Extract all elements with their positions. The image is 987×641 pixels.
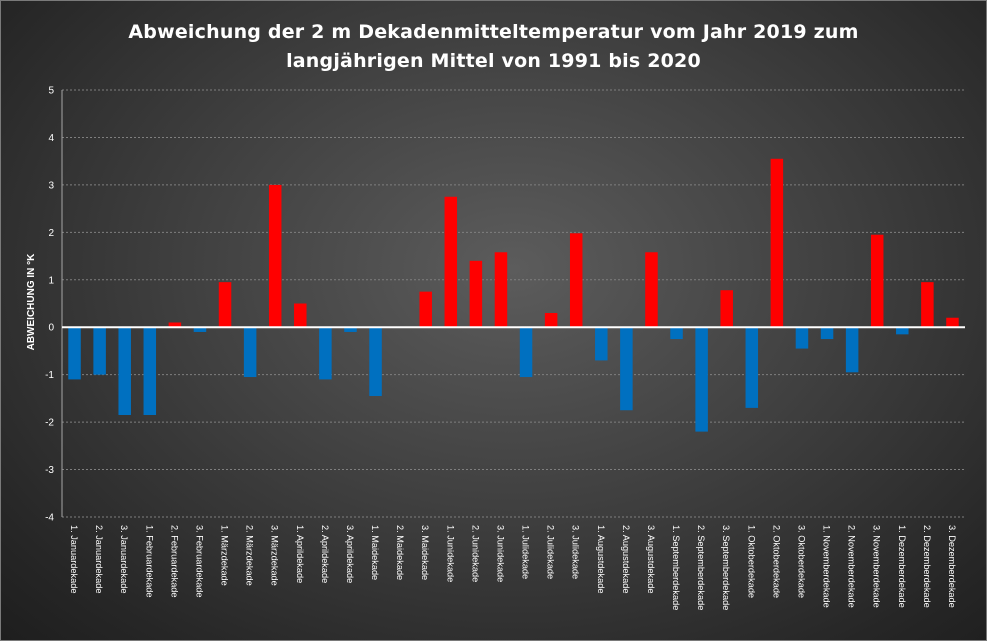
bar	[645, 252, 658, 328]
x-tick-label: 1. Maidekade	[370, 525, 380, 580]
bar	[745, 327, 759, 408]
bar	[595, 327, 608, 361]
y-tick-label: 3	[48, 180, 54, 191]
x-tick-label: 3. Februardekade	[194, 525, 204, 598]
bar	[670, 327, 683, 340]
bar	[946, 317, 959, 328]
x-tick-label: 3. Märzdekade	[270, 525, 280, 586]
bar	[419, 291, 432, 328]
bar	[569, 233, 583, 328]
x-tick-label: 2. Novemberdekade	[847, 525, 857, 608]
bar	[218, 282, 232, 328]
bar	[68, 327, 81, 380]
y-tick-label: 0	[48, 323, 54, 334]
bar	[444, 196, 458, 328]
y-tick-label: -1	[45, 370, 54, 381]
bar	[143, 327, 157, 415]
x-tick-label: 3. Oktoberdekade	[796, 525, 806, 598]
bar	[620, 327, 633, 411]
x-tick-label: 2. Aprildekade	[320, 525, 330, 583]
chart-title-line-1: Abweichung der 2 m Dekadenmitteltemperat…	[128, 21, 859, 43]
x-tick-label: 1. Januardekade	[69, 525, 79, 593]
bars	[68, 158, 959, 432]
axes: 5 4 3 2 1 0 -1 -2 -3 -4 1. Januardekade 2. Januarde…	[45, 86, 965, 610]
x-tick-label: 2. Oktoberdekade	[771, 525, 781, 598]
bar	[820, 327, 834, 340]
y-tick-label: 4	[48, 133, 54, 144]
bar	[344, 327, 357, 332]
x-tick-label: 3. Maidekade	[420, 525, 430, 580]
x-tick-label: 2. Januardekade	[94, 525, 104, 593]
bar	[319, 327, 332, 380]
bar	[695, 327, 708, 432]
y-axis-label: ABWEICHUNG IN °K	[26, 253, 37, 351]
x-tick-label: 3. Dezemberdekade	[947, 525, 957, 608]
bar	[870, 234, 884, 328]
x-tick-label: 1. Julidekade	[521, 525, 531, 579]
bar	[294, 303, 307, 328]
bar	[369, 327, 382, 397]
x-tick-label: 2. Junidekade	[470, 525, 480, 582]
x-tick-label: 3. Septemberdekade	[721, 525, 731, 610]
bar	[193, 327, 207, 332]
x-tick-label: 1. Septemberdekade	[671, 525, 681, 610]
x-tick-label: 3. Januardekade	[119, 525, 129, 593]
x-tick-label: 3. Aprildekade	[345, 525, 355, 583]
chart-title: Abweichung der 2 m Dekadenmitteltemperat…	[0, 18, 987, 76]
x-tick-label: 1. Junidekade	[445, 525, 455, 582]
x-tick-label: 1. Dezemberdekade	[897, 525, 907, 608]
x-tick-label: 1. Märzdekade	[220, 525, 230, 586]
x-tick-label: 2. Maidekade	[395, 525, 405, 580]
x-tick-label: 3. Novemberdekade	[872, 525, 882, 608]
y-tick-label: -2	[45, 418, 54, 429]
y-tick-label: -3	[45, 465, 54, 476]
x-tick-label: 2. Augustdekade	[621, 525, 631, 593]
x-tick-label: 2. Septemberdekade	[696, 525, 706, 610]
x-tick-label: 1. Oktoberdekade	[746, 525, 756, 598]
bar	[896, 327, 909, 335]
gridlines	[62, 89, 965, 518]
y-tick-label: 1	[48, 275, 54, 286]
bar	[720, 290, 733, 328]
x-tick-label: 1. Novemberdekade	[822, 525, 832, 608]
bar	[770, 158, 784, 328]
bar	[845, 327, 859, 373]
x-tick-label: 3. Augustdekade	[646, 525, 656, 593]
x-tick-label: 2. Julidekade	[546, 525, 556, 579]
bar	[168, 322, 182, 328]
bar	[795, 327, 809, 349]
bar	[494, 252, 508, 328]
x-tick-label: 1. Augustdekade	[596, 525, 606, 593]
chart-title-line-2: langjährigen Mittel von 1991 bis 2020	[286, 50, 701, 72]
bar	[243, 327, 257, 378]
bar	[519, 327, 533, 378]
bar	[544, 312, 558, 328]
bar	[93, 327, 106, 375]
y-tick-label: 5	[48, 86, 54, 97]
x-tick-label: 1. Aprildekade	[295, 525, 305, 583]
x-tick-label: 1. Februardekade	[144, 525, 154, 598]
y-tick-label: 2	[48, 228, 54, 239]
bar	[921, 282, 934, 328]
x-tick-label: 2. Dezemberdekade	[922, 525, 932, 608]
x-tick-label: 3. Julidekade	[571, 525, 581, 579]
bar	[268, 184, 282, 328]
x-tick-label: 3. Junidekade	[495, 525, 505, 582]
bar	[118, 327, 131, 415]
y-tick-label: -4	[45, 513, 54, 524]
x-tick-label: 2. Februardekade	[169, 525, 179, 598]
x-tick-label: 2. Märzdekade	[245, 525, 255, 586]
bar	[469, 260, 483, 328]
